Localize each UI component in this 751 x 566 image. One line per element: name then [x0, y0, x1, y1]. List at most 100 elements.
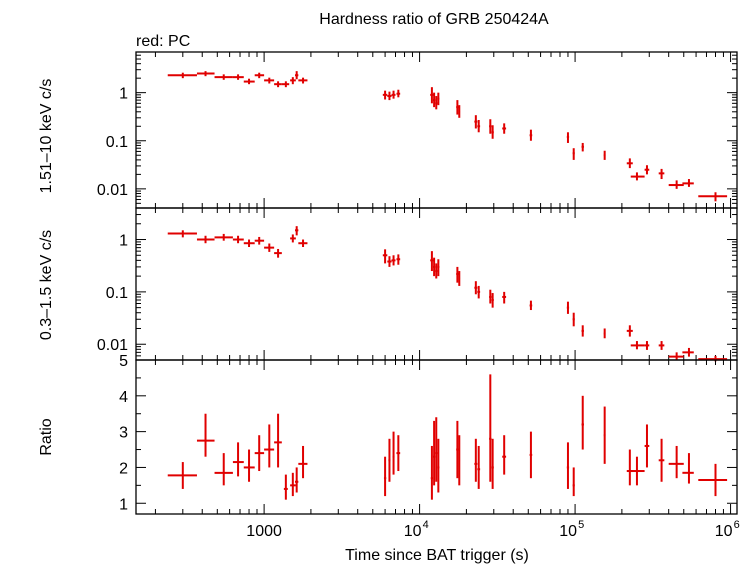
data-point [572, 312, 575, 327]
y-tick-label: 5 [119, 353, 128, 370]
data-point [668, 180, 684, 189]
data-point [668, 445, 684, 479]
data-point [435, 417, 438, 482]
data-point [387, 91, 392, 101]
data-point [489, 119, 492, 134]
data-point [264, 77, 275, 84]
data-point [529, 129, 533, 141]
data-point [433, 257, 436, 277]
data-point [529, 300, 533, 311]
data-point [491, 125, 494, 139]
data-point [196, 413, 215, 457]
data-point [698, 192, 728, 202]
data-point [572, 148, 575, 160]
data-point [264, 424, 275, 468]
data-point [294, 71, 299, 80]
data-point [572, 467, 575, 497]
data-point [682, 179, 694, 187]
panel-ratio-ylabel: Ratio [38, 418, 55, 455]
x-tick-label: 10 4 [404, 519, 429, 540]
data-point [644, 165, 650, 175]
panel-ratio: 1 2 3 4 5 [119, 353, 738, 515]
y-tick-label: 0.01 [97, 337, 128, 354]
data-point [290, 472, 296, 497]
data-point [391, 90, 396, 99]
data-point [626, 325, 633, 337]
data-point [396, 254, 401, 265]
data-point [456, 420, 459, 479]
data-point [630, 341, 645, 350]
data-point [274, 248, 282, 258]
data-point [566, 442, 570, 489]
data-point [658, 438, 665, 482]
data-point [477, 285, 481, 299]
data-point [458, 105, 461, 118]
y-tick-label: 0.1 [106, 134, 128, 151]
data-point [433, 420, 436, 486]
data-point [668, 352, 684, 360]
data-point [167, 462, 197, 489]
data-point [529, 431, 533, 479]
legend-label: red: PC [136, 33, 190, 50]
data-point [387, 256, 392, 267]
panel-hard-ylabel: 1.51–10 keV c/s [38, 79, 55, 194]
data-point [603, 150, 606, 160]
data-point [437, 438, 440, 493]
data-point [232, 74, 244, 80]
data-point [491, 293, 494, 308]
data-point [626, 449, 633, 486]
data-point [603, 406, 606, 464]
data-point [682, 453, 694, 484]
x-tick-label: 10 6 [715, 519, 740, 540]
data-point [290, 234, 296, 243]
data-point [437, 259, 440, 277]
data-point [489, 289, 492, 304]
data-point [477, 120, 481, 133]
data-point [698, 463, 728, 497]
data-point [274, 413, 282, 468]
data-point [581, 142, 584, 152]
data-point [474, 115, 478, 129]
panel-hard: 1 0.1 0.01 [97, 51, 738, 209]
data-point [298, 445, 308, 479]
data-point [274, 81, 282, 88]
data-point [294, 226, 299, 236]
data-point [281, 81, 290, 88]
data-point [243, 239, 255, 247]
data-point [383, 456, 387, 497]
x-tick-label: 10 5 [559, 519, 584, 540]
data-point [388, 438, 391, 482]
data-point [502, 123, 507, 134]
y-tick-label: 1 [119, 496, 128, 513]
data-point [630, 456, 645, 486]
panel-soft: 1 0.1 0.01 [97, 207, 738, 362]
data-point [437, 92, 440, 106]
data-point [581, 325, 584, 337]
data-point [458, 271, 461, 286]
data-point [254, 236, 265, 245]
data-point [283, 474, 288, 500]
data-point [502, 435, 507, 475]
x-tick-base: 10 [559, 523, 577, 540]
data-point [566, 132, 570, 143]
data-point [603, 328, 606, 339]
y-tick-label: 0.01 [97, 182, 128, 199]
data-point [243, 78, 255, 85]
data-point [167, 230, 197, 238]
data-point [630, 172, 645, 181]
data-point [243, 449, 255, 482]
data-point [167, 72, 197, 79]
data-point [644, 341, 650, 350]
data-point [474, 281, 478, 295]
x-tick-label: 1000 [246, 523, 282, 540]
y-tick-label: 4 [119, 389, 128, 406]
data-point [396, 89, 401, 98]
data-point [682, 347, 694, 357]
x-tick-exponent: 4 [423, 519, 429, 531]
y-tick-label: 2 [119, 460, 128, 477]
y-tick-label: 1 [119, 86, 128, 103]
data-point [581, 395, 584, 450]
panel-hard-frame [135, 51, 738, 209]
data-point [626, 158, 633, 169]
